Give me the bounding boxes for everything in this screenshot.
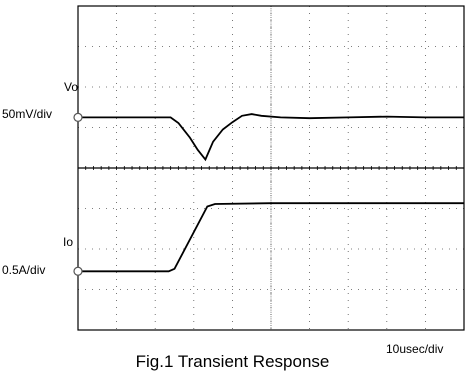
io-trace	[78, 202, 464, 273]
vo-channel-label: Vo	[64, 80, 79, 94]
vo-trace	[78, 113, 464, 162]
vo-ground-marker	[73, 112, 83, 122]
figure-caption: Fig.1 Transient Response	[135, 352, 330, 371]
io-channel-label: Io	[63, 235, 74, 249]
io-ground-marker	[73, 266, 83, 276]
vo-scale-label: 50mV/div	[2, 107, 53, 121]
time-scale-label: 10usec/div	[386, 342, 444, 356]
plot-frame	[77, 5, 465, 331]
io-scale-label: 0.5A/div	[2, 263, 46, 277]
